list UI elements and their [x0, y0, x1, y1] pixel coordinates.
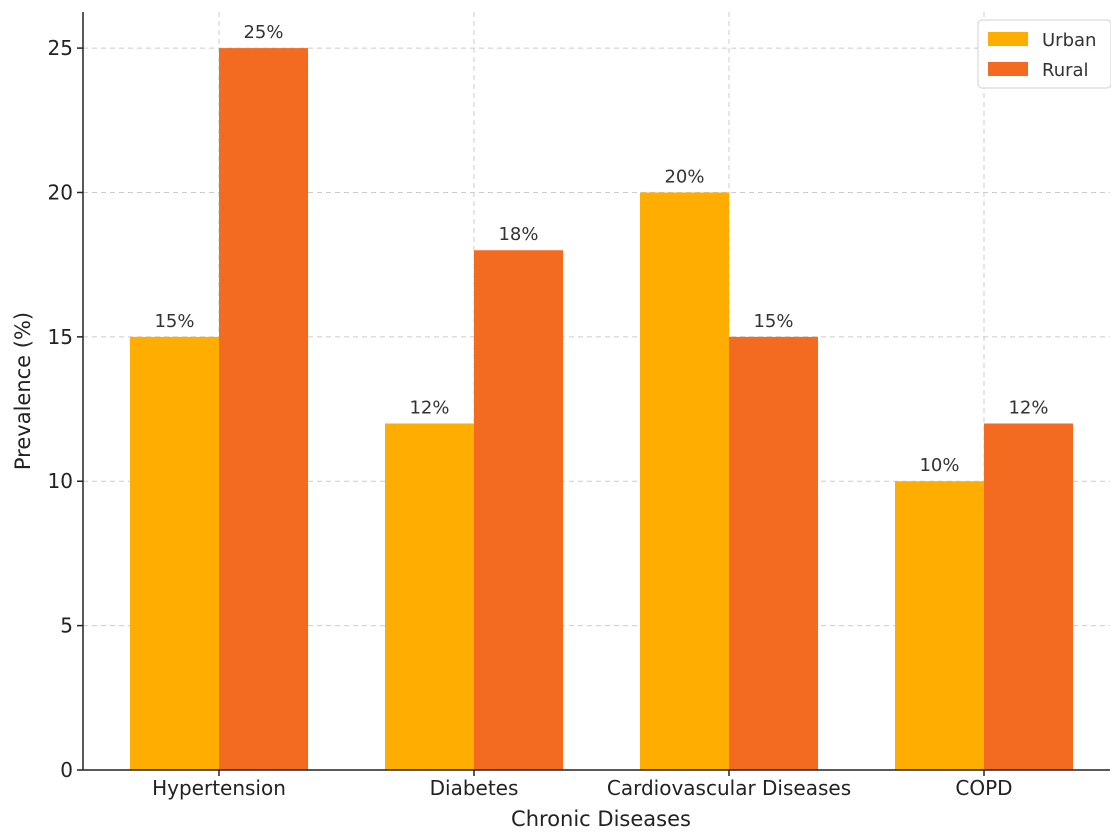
legend-swatch-rural: [988, 62, 1028, 76]
bar-urban-0: [130, 336, 219, 770]
bar-urban-3: [895, 481, 984, 770]
x-axis-title: Chronic Diseases: [511, 807, 691, 831]
y-tick-label: 25: [48, 36, 73, 60]
data-label: 10%: [919, 455, 959, 476]
axes: [82, 12, 1110, 771]
y-tick-label: 0: [60, 758, 73, 782]
bar-urban-2: [640, 192, 729, 770]
data-labels: 15% 12% 20% 10% 25% 18% 15% 12%: [154, 22, 1048, 476]
bar-rural-3: [984, 423, 1073, 770]
y-tick-label: 5: [60, 614, 73, 638]
legend-label-urban: Urban: [1042, 30, 1096, 51]
data-label: 20%: [664, 166, 704, 187]
bar-rural-1: [474, 250, 563, 770]
x-tick-label: COPD: [955, 776, 1012, 800]
legend-label-rural: Rural: [1042, 60, 1089, 81]
data-label: 12%: [1008, 397, 1048, 418]
y-axis-title: Prevalence (%): [11, 312, 35, 470]
bars: [130, 48, 1073, 771]
x-ticks: Hypertension Diabetes Cardiovascular Disea…: [152, 770, 1013, 800]
x-tick-label: Cardiovascular Diseases: [607, 776, 851, 800]
data-label: 18%: [498, 224, 538, 245]
x-tick-label: Diabetes: [430, 776, 519, 800]
y-tick-label: 15: [48, 325, 73, 349]
data-label: 12%: [409, 397, 449, 418]
bar-rural-0: [219, 48, 308, 771]
y-tick-label: 20: [48, 180, 73, 204]
data-label: 25%: [243, 22, 283, 43]
legend-swatch-urban: [988, 32, 1028, 46]
bar-urban-1: [385, 423, 474, 770]
data-label: 15%: [154, 311, 194, 332]
y-tick-label: 10: [48, 469, 73, 493]
y-ticks: 0 5 10 15 20 25: [48, 36, 83, 782]
bar-rural-2: [729, 336, 818, 770]
data-label: 15%: [753, 311, 793, 332]
x-tick-label: Hypertension: [152, 776, 286, 800]
legend: Urban Rural: [977, 19, 1111, 89]
